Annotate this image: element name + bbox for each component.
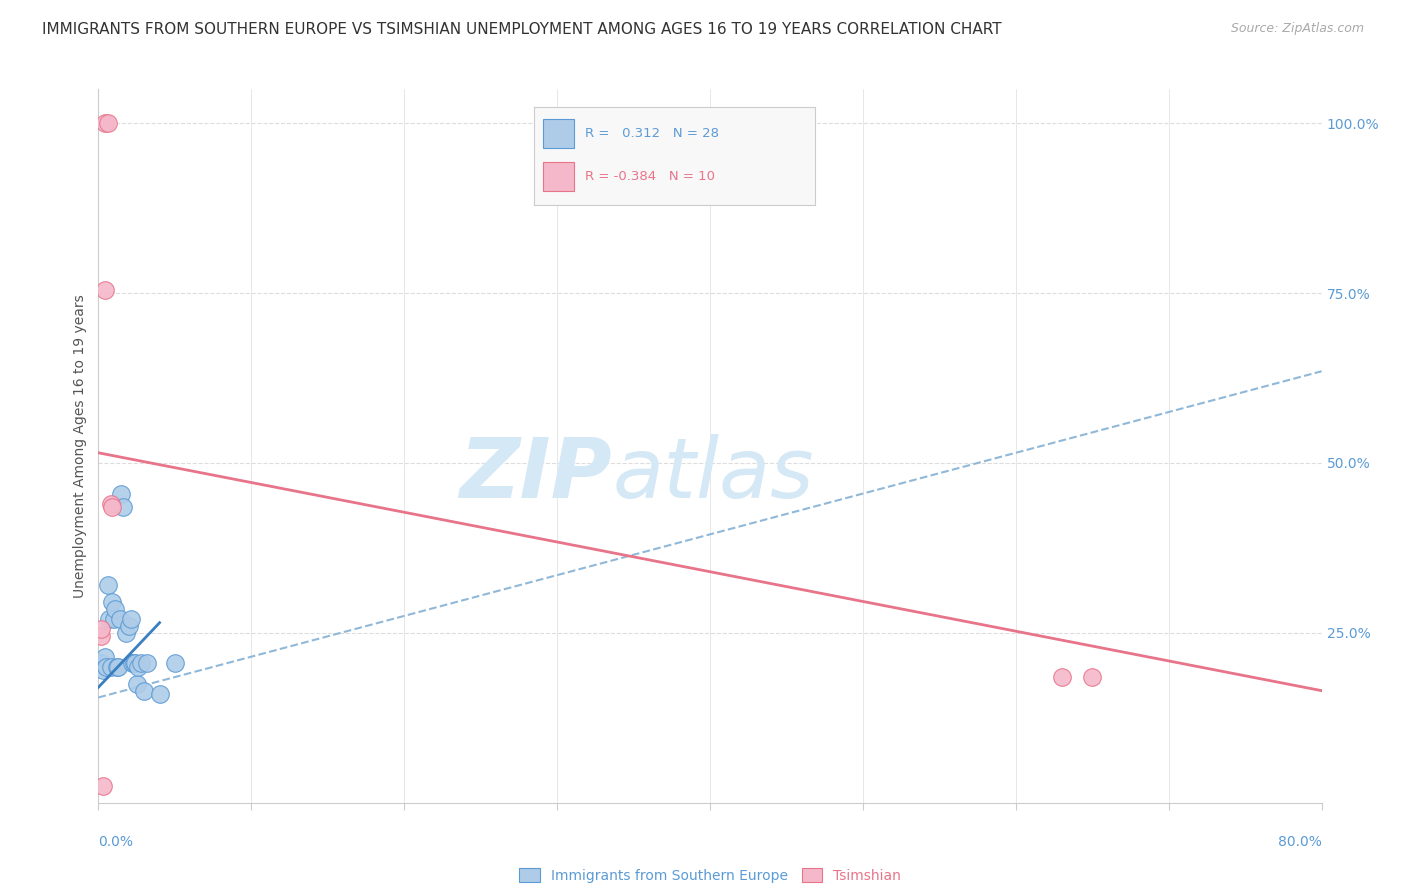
- Point: [103, 612, 125, 626]
- Point: [115, 626, 138, 640]
- Point: [122, 657, 145, 671]
- Text: R = -0.384   N = 10: R = -0.384 N = 10: [585, 170, 714, 183]
- Point: [120, 612, 142, 626]
- Point: [129, 657, 152, 671]
- Point: [97, 116, 120, 130]
- Text: 0.0%: 0.0%: [98, 835, 134, 849]
- Point: [105, 660, 128, 674]
- Point: [98, 612, 121, 626]
- Point: [91, 663, 114, 677]
- Point: [134, 683, 156, 698]
- Point: [90, 657, 112, 671]
- Point: [125, 677, 148, 691]
- Text: ZIP: ZIP: [460, 434, 612, 515]
- Point: [90, 623, 112, 637]
- Text: 80.0%: 80.0%: [1278, 835, 1322, 849]
- Point: [110, 486, 132, 500]
- Point: [108, 612, 131, 626]
- FancyBboxPatch shape: [543, 119, 574, 148]
- Point: [93, 283, 115, 297]
- Y-axis label: Unemployment Among Ages 16 to 19 years: Unemployment Among Ages 16 to 19 years: [73, 294, 87, 598]
- Text: atlas: atlas: [612, 434, 814, 515]
- Text: IMMIGRANTS FROM SOUTHERN EUROPE VS TSIMSHIAN UNEMPLOYMENT AMONG AGES 16 TO 19 YE: IMMIGRANTS FROM SOUTHERN EUROPE VS TSIMS…: [42, 22, 1002, 37]
- Point: [94, 660, 117, 674]
- Point: [121, 657, 143, 671]
- Point: [104, 602, 127, 616]
- FancyBboxPatch shape: [543, 162, 574, 192]
- Point: [127, 660, 149, 674]
- Point: [93, 649, 115, 664]
- Point: [149, 687, 172, 701]
- Point: [91, 779, 114, 793]
- Point: [111, 500, 134, 515]
- Text: R =   0.312   N = 28: R = 0.312 N = 28: [585, 127, 718, 140]
- Point: [136, 657, 159, 671]
- Point: [93, 116, 115, 130]
- Point: [163, 657, 186, 671]
- Point: [97, 578, 120, 592]
- Point: [90, 629, 112, 643]
- Point: [100, 660, 122, 674]
- Point: [118, 619, 141, 633]
- Point: [124, 657, 146, 671]
- Legend: Immigrants from Southern Europe, Tsimshian: Immigrants from Southern Europe, Tsimshi…: [513, 863, 907, 888]
- Point: [101, 595, 124, 609]
- Point: [100, 497, 122, 511]
- Point: [101, 500, 124, 515]
- Point: [107, 660, 129, 674]
- Point: [1050, 670, 1073, 684]
- Point: [1081, 670, 1104, 684]
- Text: Source: ZipAtlas.com: Source: ZipAtlas.com: [1230, 22, 1364, 36]
